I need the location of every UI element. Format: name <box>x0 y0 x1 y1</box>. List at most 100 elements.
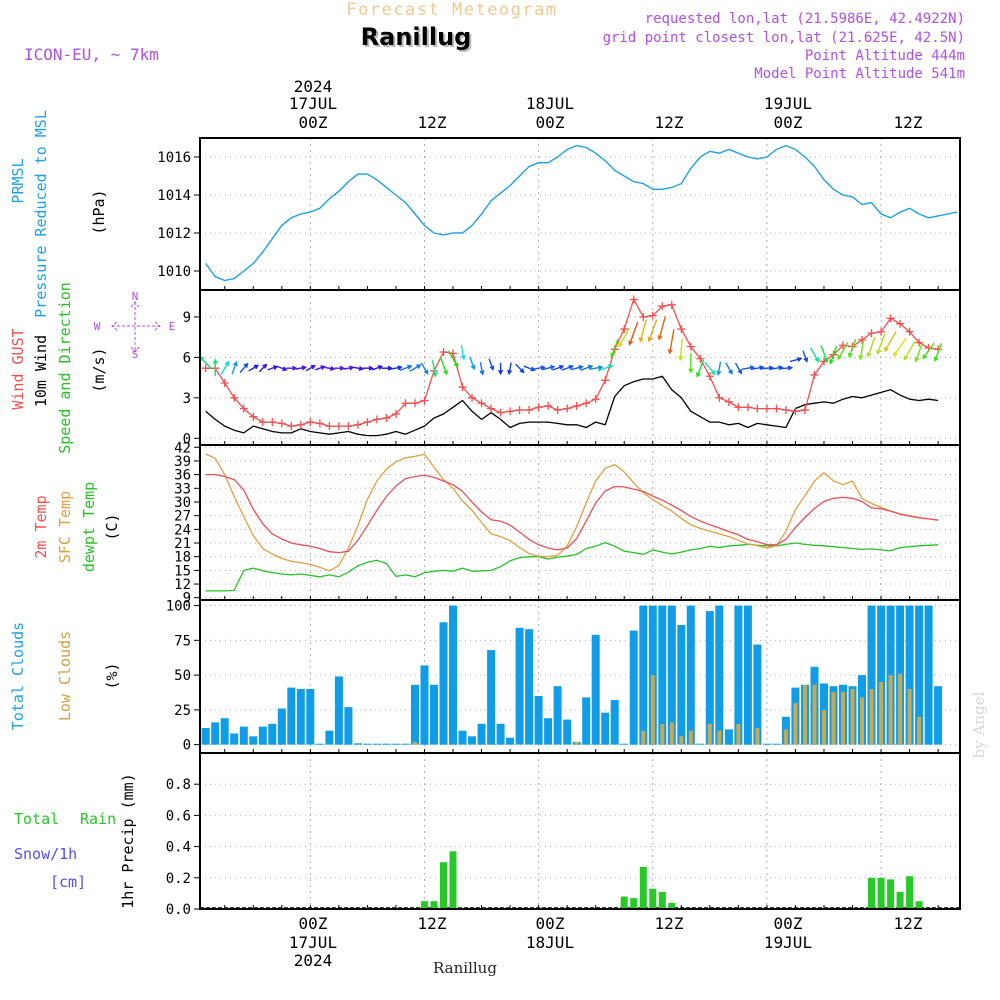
gust-marker <box>877 327 886 336</box>
meteogram-subtitle: Forecast Meteogram <box>346 0 557 20</box>
total-cloud-bar <box>344 707 353 745</box>
gust-marker <box>401 399 410 408</box>
wind-direction-arrow <box>837 342 849 361</box>
clouds-ytick-label: 100 <box>166 599 191 615</box>
low-cloud-bar <box>707 723 712 745</box>
low-cloud-bar <box>717 730 722 745</box>
pressure-ytick-label: 1012 <box>157 226 191 242</box>
wind-direction-arrow <box>286 365 298 371</box>
gust-marker <box>325 422 334 431</box>
pressure-label-long: Pressure Reduced to MSL <box>32 110 50 318</box>
total-cloud-bar <box>287 687 296 745</box>
total-cloud-bar <box>401 743 410 745</box>
clouds-panel: 0 25 50 75 100 <box>166 599 960 754</box>
gust-marker <box>582 399 591 408</box>
wind-direction-arrow <box>751 365 765 371</box>
footer-station: Ranillug <box>433 959 497 977</box>
wind-direction-arrow <box>488 358 495 371</box>
gust-marker <box>487 404 496 413</box>
total-cloud-bar <box>915 605 924 745</box>
gust-marker <box>239 404 248 413</box>
gust-marker <box>762 404 771 413</box>
wind-ytick-label: 6 <box>183 350 191 366</box>
gust-marker <box>287 422 296 431</box>
wind-direction-arrow <box>884 331 897 353</box>
wind-direction-arrow <box>770 365 784 371</box>
model-point-altitude: Model Point Altitude 541m <box>754 66 965 82</box>
bottom-date-label-0: 17JUL <box>289 933 337 952</box>
gust-marker <box>753 404 762 413</box>
wind-direction-arrow <box>542 365 556 371</box>
total-cloud-bar <box>667 605 676 745</box>
gust-marker <box>696 354 705 363</box>
rain-bar <box>421 901 428 909</box>
wind-ytick-label: 0 <box>183 431 191 447</box>
gust-marker <box>534 403 543 412</box>
total-cloud-bar <box>715 605 724 745</box>
pressure-unit: (hPa) <box>90 189 108 234</box>
wind-direction-arrow <box>725 362 733 375</box>
wind-direction-arrow <box>876 333 886 355</box>
dewpt-label: dewpt Temp <box>80 482 98 572</box>
rain-bar <box>440 862 447 909</box>
compass-east: E <box>169 320 176 333</box>
wind-panel-labels: Wind GUST 10m Wind Speed and Direction (… <box>9 282 108 454</box>
wind-direction-arrow <box>696 359 704 378</box>
gust-marker <box>572 401 581 410</box>
pressure-panel: 1010 1012 1014 1016 <box>157 138 960 290</box>
low-cloud-bar <box>869 689 874 745</box>
low-cloud-bar <box>669 722 674 745</box>
gust-marker <box>201 364 210 373</box>
compass-west: W <box>94 320 101 333</box>
total-cloud-bar <box>306 689 315 745</box>
top-hour-label-0: 00Z <box>299 113 328 132</box>
total-cloud-bar <box>430 684 438 745</box>
total-cloud-bar <box>249 736 258 745</box>
total-cloud-bar <box>515 627 524 745</box>
temp2m-line <box>205 473 939 554</box>
wind-direction-arrow <box>933 343 942 363</box>
wind-direction-arrow <box>460 344 466 361</box>
total-cloud-bar <box>487 650 496 745</box>
temperature-ytick-label: 21 <box>174 536 191 552</box>
precip-ytick-label: 0.0 <box>166 902 191 918</box>
cloud-panel-labels: Total Clouds Low Clouds (%) <box>9 622 121 730</box>
gust-marker <box>477 399 486 408</box>
temperature-ytick-label: 39 <box>174 454 191 470</box>
low-cloud-bar <box>574 741 579 745</box>
wind-direction-arrow <box>704 361 716 376</box>
wind-direction-arrow <box>716 361 722 376</box>
wind-direction-arrow <box>220 360 230 375</box>
total-cloud-bar <box>544 718 553 745</box>
total-cloud-bar <box>924 605 933 745</box>
bottom-hour-label-1: 12Z <box>418 914 447 933</box>
pressure-ytick-label: 1010 <box>157 264 191 280</box>
pressure-panel-border <box>199 137 961 291</box>
wind-direction-arrow <box>688 353 694 374</box>
wind-direction-arrow <box>420 362 429 375</box>
wind-direction-arrow <box>780 365 794 371</box>
total-cloud-bar <box>201 728 210 745</box>
low-cloud-bar <box>850 689 855 745</box>
gust-marker <box>639 312 648 321</box>
total-cloud-bar <box>705 611 714 745</box>
temperature-ytick-label: 27 <box>174 509 191 525</box>
wind-direction-arrow <box>353 365 365 371</box>
credit-watermark: by Angel <box>970 691 988 758</box>
wind-direction-arrow <box>381 365 394 371</box>
total-cloud-bar <box>211 722 220 745</box>
total-rain-label-b: Rain <box>80 810 116 828</box>
wind-direction-arrow <box>667 329 675 355</box>
total-cloud-bar <box>525 629 534 745</box>
rain-bar <box>668 902 676 909</box>
total-cloud-bar <box>934 686 943 745</box>
gust-marker <box>648 311 657 320</box>
wind-direction-arrow <box>371 365 384 371</box>
wind-direction-arrow <box>638 319 647 343</box>
total-cloud-bar <box>372 743 381 745</box>
wind-direction-arrow <box>305 364 316 372</box>
total-cloud-bar <box>677 625 686 745</box>
precip-panel-labels: Total Rain Snow/1h [cm] 1hr Precip (mm) <box>14 773 137 908</box>
clouds-ytick-label: 50 <box>174 668 191 684</box>
